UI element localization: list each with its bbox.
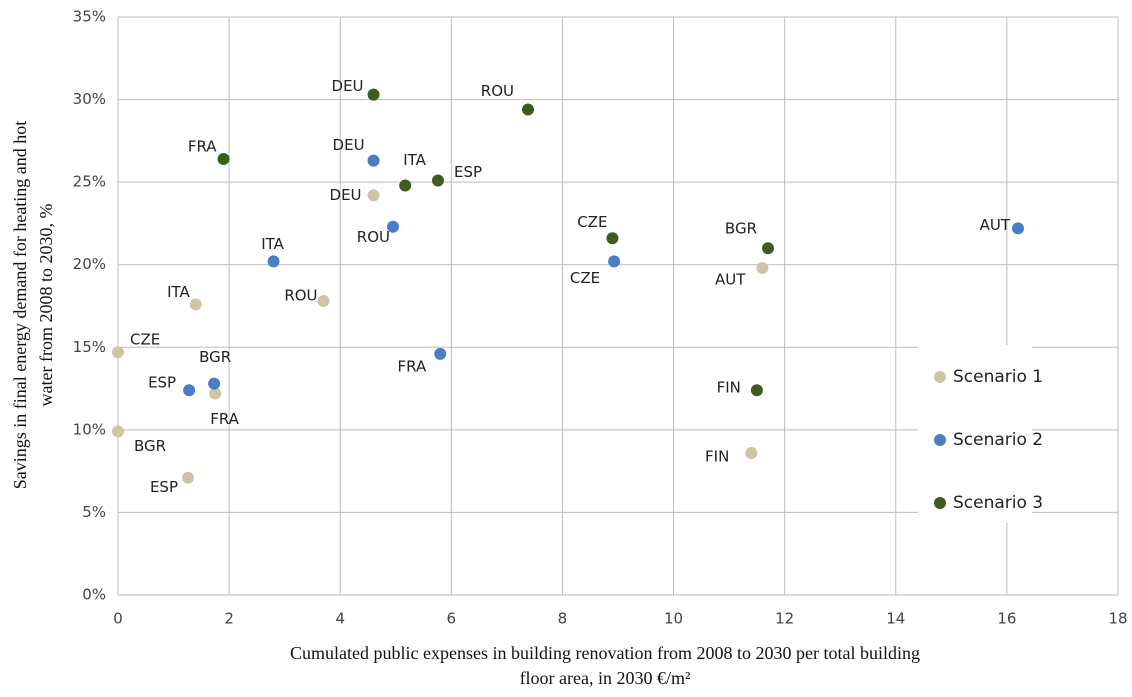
point <box>209 387 222 400</box>
y-tick-label: 30% <box>73 90 106 108</box>
x-tick-label: 4 <box>335 610 345 628</box>
data-label: CZE <box>577 213 607 231</box>
point <box>367 88 380 101</box>
point <box>112 346 124 359</box>
data-label: ROU <box>284 287 317 305</box>
point <box>399 179 412 192</box>
x-tick-label: 12 <box>775 610 794 628</box>
x-axis-title: floor area, in 2030 €/m² <box>520 668 691 688</box>
y-tick-label: 35% <box>73 8 106 26</box>
point <box>432 174 444 187</box>
legend-label: Scenario 3 <box>953 493 1043 513</box>
data-label: CZE <box>130 331 160 349</box>
data-label: BGR <box>134 437 166 455</box>
y-tick-label: 15% <box>73 338 106 356</box>
x-tick-label: 16 <box>997 610 1016 628</box>
point <box>387 220 399 233</box>
data-label: ESP <box>150 478 178 496</box>
point <box>208 377 221 390</box>
point <box>745 446 758 459</box>
data-label: AUT <box>980 216 1011 234</box>
x-tick-label: 2 <box>224 610 234 628</box>
data-label: DEU <box>332 77 364 95</box>
point <box>112 425 124 438</box>
data-label: ESP <box>454 163 482 181</box>
y-axis-title: water from 2008 to 2030, % <box>36 204 56 407</box>
point <box>606 232 619 245</box>
x-tick-label: 10 <box>664 610 683 628</box>
data-label: ROU <box>357 228 390 246</box>
x-axis-title: Cumulated public expenses in building re… <box>290 643 920 663</box>
point <box>367 189 380 202</box>
y-tick-label: 25% <box>73 173 106 191</box>
point <box>756 262 769 275</box>
y-tick-label: 20% <box>73 255 106 273</box>
point <box>267 255 280 268</box>
data-label: ITA <box>261 235 284 253</box>
legend-marker <box>934 497 946 509</box>
point <box>183 384 196 397</box>
point <box>182 471 194 484</box>
data-label: FIN <box>717 379 741 397</box>
y-axis-title: Savings in final energy demand for heati… <box>10 121 30 490</box>
x-tick-label: 6 <box>447 610 457 628</box>
point <box>217 153 230 166</box>
point <box>608 255 621 268</box>
point <box>750 384 763 397</box>
y-tick-label: 0% <box>82 586 106 604</box>
data-label: FRA <box>210 410 239 428</box>
data-label: ITA <box>403 151 426 169</box>
y-tick-label: 5% <box>82 503 106 521</box>
data-label: ITA <box>167 283 190 301</box>
data-label: BGR <box>199 348 231 366</box>
point <box>367 154 380 167</box>
point <box>762 242 774 255</box>
legend-label: Scenario 2 <box>953 430 1043 450</box>
legend-label: Scenario 1 <box>953 367 1043 387</box>
x-tick-label: 18 <box>1108 610 1127 628</box>
legend-marker <box>934 434 946 446</box>
point <box>522 103 534 116</box>
data-label: FRA <box>398 357 427 375</box>
data-label: FIN <box>705 447 729 465</box>
point <box>317 295 330 308</box>
data-label: FRA <box>188 138 217 156</box>
data-label: ESP <box>148 374 176 392</box>
point <box>1012 222 1024 235</box>
data-label: DEU <box>330 186 362 204</box>
point <box>189 298 202 311</box>
legend-marker <box>934 371 946 383</box>
data-label: AUT <box>715 271 746 289</box>
data-label: CZE <box>570 269 600 287</box>
x-tick-label: 8 <box>558 610 568 628</box>
point <box>434 347 447 360</box>
data-label: DEU <box>333 136 365 154</box>
x-tick-label: 0 <box>113 610 123 628</box>
y-tick-label: 10% <box>73 420 106 438</box>
data-label: ROU <box>481 82 514 100</box>
data-label: BGR <box>725 220 757 238</box>
x-tick-label: 14 <box>886 610 905 628</box>
